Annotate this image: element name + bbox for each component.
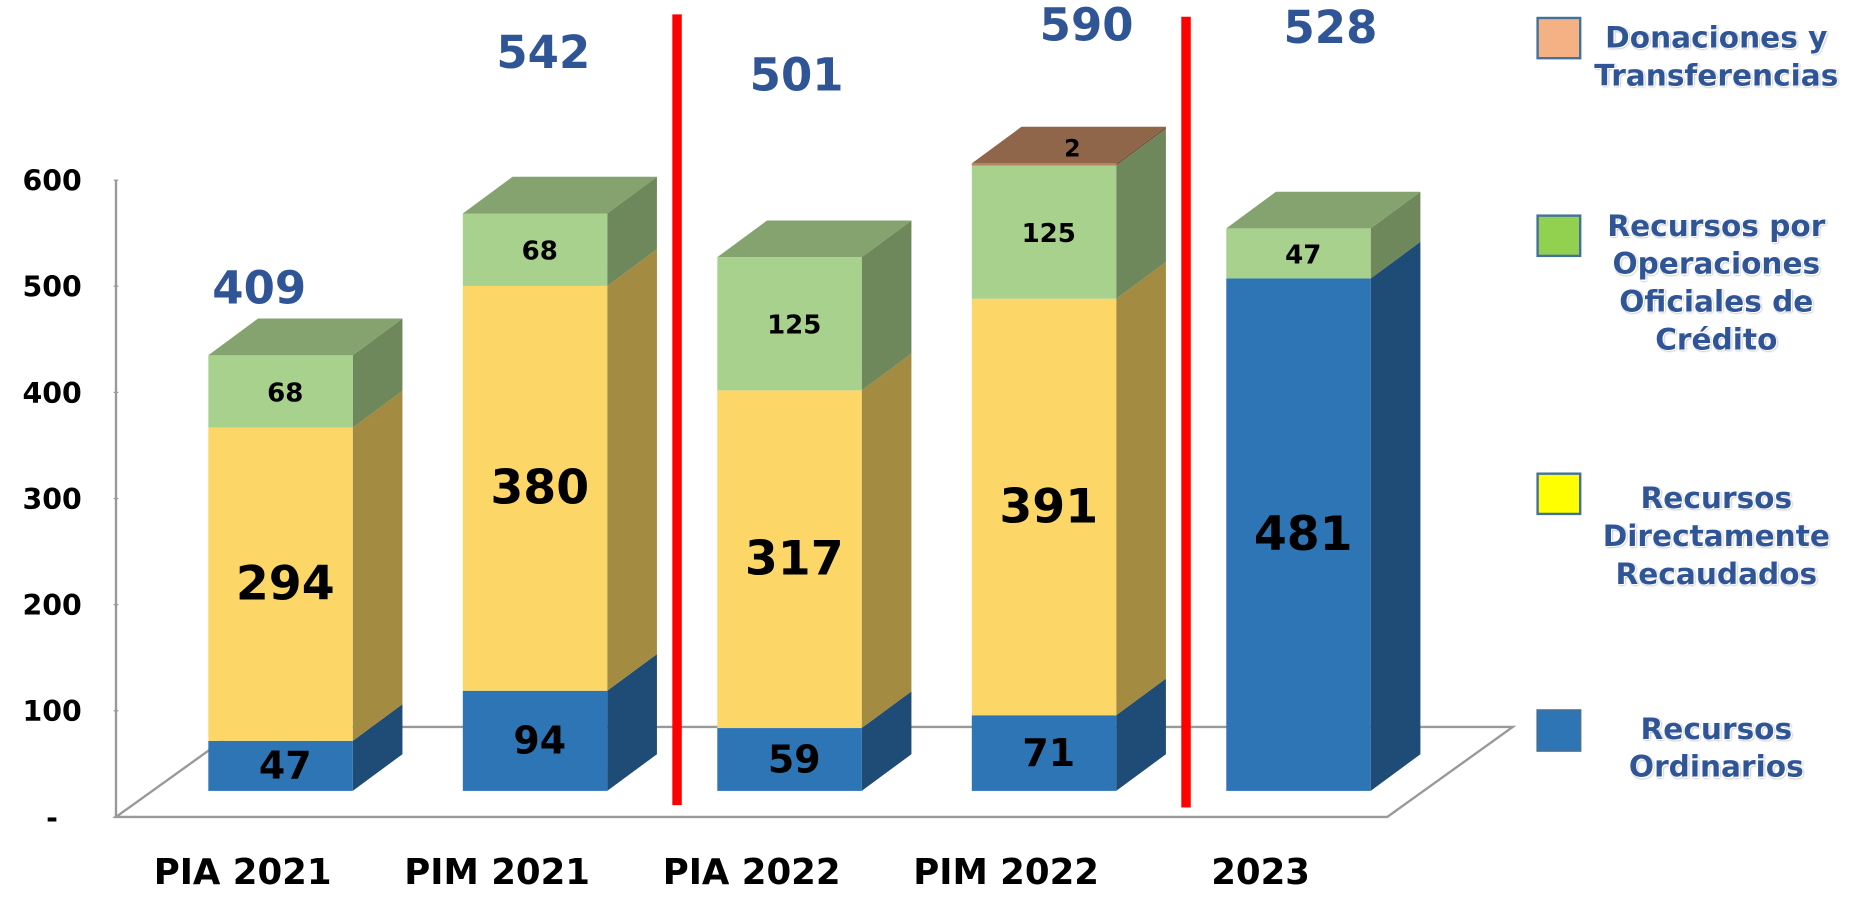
x-tick-label: 2023 bbox=[1211, 852, 1310, 893]
data-label: 294 bbox=[236, 557, 335, 612]
legend-label: Recursos por Operaciones Oficiales de Cr… bbox=[1607, 208, 1826, 357]
data-label: 47 bbox=[1285, 240, 1321, 270]
data-label: 68 bbox=[267, 378, 303, 408]
bar-side bbox=[1116, 678, 1166, 791]
bar bbox=[208, 740, 353, 791]
data-label: 2 bbox=[1064, 134, 1080, 162]
bar-side bbox=[607, 176, 657, 286]
bar bbox=[971, 165, 1117, 299]
bar-top bbox=[971, 126, 1166, 164]
bar bbox=[717, 728, 862, 791]
x-tick-label: PIM 2022 bbox=[913, 852, 1099, 893]
legend-swatch bbox=[1536, 709, 1582, 752]
bar-top bbox=[717, 220, 912, 258]
bar-side bbox=[1116, 126, 1166, 166]
data-label: 71 bbox=[1022, 731, 1075, 775]
legend-item: Recursos Ordinarios bbox=[1628, 711, 1804, 784]
y-tick-label: 100 bbox=[22, 695, 81, 728]
data-label: 94 bbox=[513, 719, 566, 763]
bar bbox=[462, 285, 608, 691]
legend-label: Donaciones y Transferencias bbox=[1594, 20, 1839, 93]
data-label: 47 bbox=[259, 744, 312, 788]
total-label: 501 bbox=[750, 48, 844, 101]
bar bbox=[462, 213, 608, 286]
x-tick-label: PIA 2022 bbox=[663, 852, 841, 893]
bar-side bbox=[352, 390, 403, 741]
bar bbox=[462, 690, 608, 791]
legend-label: Recursos Directamente Recaudados bbox=[1602, 480, 1830, 591]
data-label: 59 bbox=[768, 737, 821, 781]
y-tick-label: 500 bbox=[22, 271, 81, 304]
y-tick-label: 200 bbox=[22, 589, 81, 622]
bar bbox=[1226, 228, 1371, 279]
bar-top bbox=[1226, 191, 1421, 229]
bar-side bbox=[861, 220, 912, 391]
data-label: 125 bbox=[1022, 219, 1076, 249]
total-label: 590 bbox=[1040, 0, 1134, 52]
bar-side bbox=[1370, 241, 1421, 791]
bar-top bbox=[208, 318, 403, 356]
legend-swatch bbox=[1536, 214, 1582, 258]
y-tick-label: - bbox=[46, 801, 58, 834]
x-tick-label: PIM 2021 bbox=[404, 852, 590, 893]
bar-top bbox=[462, 176, 657, 214]
y-tick-label: 600 bbox=[22, 164, 81, 197]
total-label: 409 bbox=[212, 261, 306, 314]
bar bbox=[971, 298, 1117, 716]
bar bbox=[971, 163, 1117, 166]
bar-side bbox=[1116, 262, 1166, 716]
bar bbox=[1226, 278, 1371, 791]
bar-side bbox=[861, 691, 912, 791]
legend-swatch bbox=[1536, 472, 1582, 516]
bar-side bbox=[607, 249, 657, 691]
legend-label: Recursos Ordinarios bbox=[1628, 711, 1804, 784]
total-label: 528 bbox=[1284, 1, 1378, 54]
legend-item: Recursos Directamente Recaudados bbox=[1602, 480, 1830, 591]
x-tick-label: PIA 2021 bbox=[154, 852, 332, 893]
legend-item: Donaciones y Transferencias bbox=[1594, 20, 1839, 93]
bar-side bbox=[352, 704, 403, 791]
bar-side bbox=[607, 654, 657, 791]
bar-side bbox=[1370, 191, 1421, 279]
y-tick-label: 300 bbox=[22, 483, 81, 516]
bar-side bbox=[861, 353, 912, 729]
data-label: 68 bbox=[522, 237, 558, 267]
bar bbox=[971, 715, 1117, 791]
data-label: 125 bbox=[767, 311, 821, 341]
y-tick-label: 400 bbox=[22, 377, 81, 410]
data-label: 317 bbox=[745, 532, 844, 587]
bar bbox=[717, 257, 862, 391]
data-label: 481 bbox=[1254, 507, 1353, 562]
bar-side bbox=[1116, 128, 1166, 299]
bar bbox=[717, 390, 862, 729]
legend-swatch bbox=[1536, 16, 1582, 60]
bar bbox=[208, 427, 353, 741]
data-label: 380 bbox=[490, 461, 589, 516]
bar-side bbox=[352, 318, 403, 428]
bar bbox=[208, 355, 353, 428]
total-label: 542 bbox=[496, 26, 590, 79]
floor bbox=[112, 725, 1517, 819]
data-label: 391 bbox=[999, 479, 1098, 534]
legend-item: Recursos por Operaciones Oficiales de Cr… bbox=[1607, 208, 1826, 357]
